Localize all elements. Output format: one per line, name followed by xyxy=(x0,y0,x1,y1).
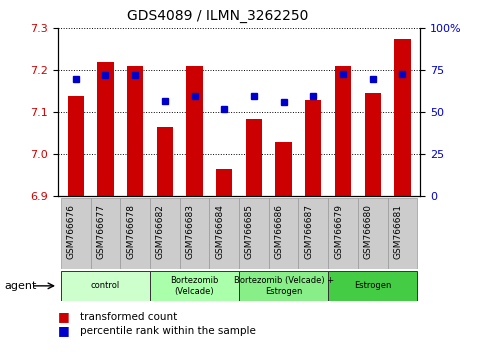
Text: GSM766685: GSM766685 xyxy=(245,204,254,259)
Text: GSM766684: GSM766684 xyxy=(215,204,224,259)
Text: GSM766686: GSM766686 xyxy=(275,204,284,259)
Bar xyxy=(156,127,173,196)
Bar xyxy=(275,142,292,196)
Bar xyxy=(186,66,203,196)
Bar xyxy=(328,198,358,269)
Bar xyxy=(216,169,232,196)
Bar xyxy=(305,100,322,196)
Text: ■: ■ xyxy=(58,310,70,323)
Bar xyxy=(120,198,150,269)
Bar xyxy=(335,66,351,196)
Text: GSM766677: GSM766677 xyxy=(97,204,105,259)
Bar xyxy=(97,62,114,196)
Bar xyxy=(387,198,417,269)
Text: GSM766678: GSM766678 xyxy=(126,204,135,259)
Text: GSM766683: GSM766683 xyxy=(185,204,195,259)
Bar xyxy=(365,93,381,196)
Text: GSM766682: GSM766682 xyxy=(156,204,165,259)
Bar xyxy=(210,198,239,269)
Text: GSM766680: GSM766680 xyxy=(364,204,373,259)
Bar xyxy=(61,198,91,269)
Text: Estrogen: Estrogen xyxy=(354,281,391,290)
Text: GSM766679: GSM766679 xyxy=(334,204,343,259)
Text: GDS4089 / ILMN_3262250: GDS4089 / ILMN_3262250 xyxy=(127,9,308,23)
Bar xyxy=(68,96,84,196)
Bar xyxy=(239,271,328,301)
Text: GSM766681: GSM766681 xyxy=(393,204,402,259)
Bar xyxy=(246,119,262,196)
Bar xyxy=(180,198,210,269)
Bar xyxy=(150,271,239,301)
Bar xyxy=(298,198,328,269)
Text: agent: agent xyxy=(5,281,37,291)
Bar xyxy=(394,39,411,196)
Text: Bortezomib (Velcade) +
Estrogen: Bortezomib (Velcade) + Estrogen xyxy=(234,276,334,296)
Bar xyxy=(61,271,150,301)
Bar xyxy=(150,198,180,269)
Text: control: control xyxy=(91,281,120,290)
Text: GSM766687: GSM766687 xyxy=(304,204,313,259)
Bar xyxy=(91,198,120,269)
Bar xyxy=(269,198,298,269)
Text: percentile rank within the sample: percentile rank within the sample xyxy=(80,326,256,336)
Bar xyxy=(127,66,143,196)
Text: Bortezomib
(Velcade): Bortezomib (Velcade) xyxy=(170,276,219,296)
Bar xyxy=(328,271,417,301)
Bar xyxy=(239,198,269,269)
Text: GSM766676: GSM766676 xyxy=(67,204,76,259)
Bar xyxy=(358,198,387,269)
Text: transformed count: transformed count xyxy=(80,312,177,322)
Text: ■: ■ xyxy=(58,325,70,337)
